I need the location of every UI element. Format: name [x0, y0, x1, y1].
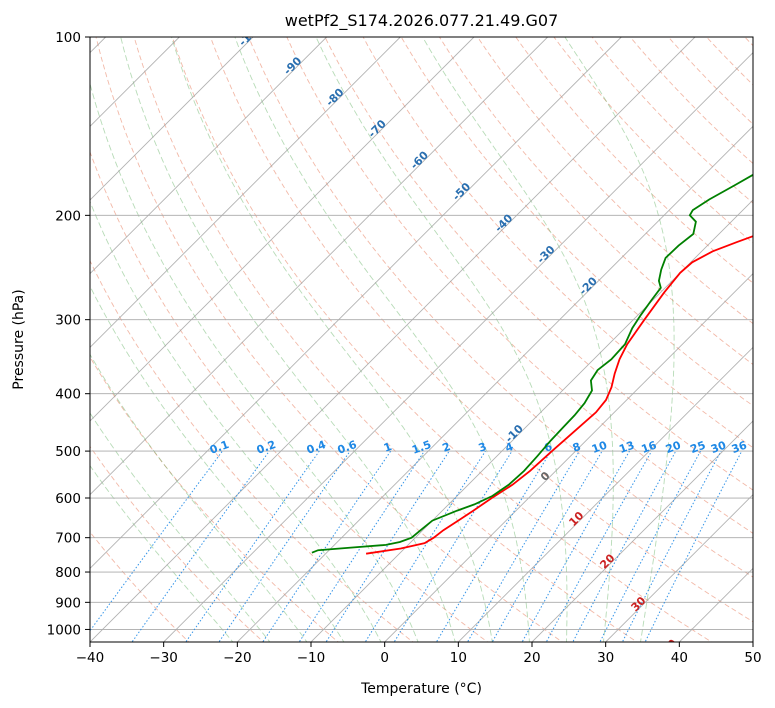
- dry-adiabat: [286, 37, 753, 534]
- mixing-ratio-label: 1.5: [410, 438, 433, 457]
- isotherm: [605, 494, 753, 642]
- mixing-ratio-label: 0.1: [208, 438, 231, 457]
- x-tick-label: 10: [450, 650, 467, 666]
- dewpoint-line: [311, 173, 753, 554]
- y-tick-label: 800: [55, 565, 81, 581]
- dry-adiabat: [324, 37, 753, 491]
- mixing-ratio-line: [466, 450, 580, 642]
- mixing-ratio-label: 3: [477, 440, 489, 455]
- isotherm: [531, 420, 753, 642]
- mixing-ratio-label: 0.2: [255, 438, 278, 457]
- mixing-ratio-line: [644, 450, 743, 642]
- x-tick-label: −40: [76, 650, 105, 666]
- isotherm: [90, 37, 548, 496]
- y-tick-label: 700: [55, 531, 81, 547]
- mixing-ratio-line: [185, 450, 320, 642]
- dry-adiabat: [248, 37, 753, 578]
- plot-frame: [89, 36, 754, 643]
- x-tick-label: 40: [671, 650, 688, 666]
- isotherm: [90, 37, 475, 422]
- mixing-ratio-line: [621, 450, 722, 642]
- temperature-line: [365, 235, 753, 555]
- mixing-ratio-label: 0.6: [336, 438, 359, 457]
- x-axis: −40 −30 −20 −10 0 10 20 30 40 50: [76, 642, 762, 666]
- mixing-ratio-line: [131, 450, 270, 642]
- mixing-ratio-line: [262, 450, 392, 642]
- mixing-ratio-line: [90, 450, 223, 632]
- x-tick-label: 30: [597, 650, 614, 666]
- x-tick-label: 50: [744, 650, 761, 666]
- y-tick-label: 100: [55, 30, 81, 46]
- mixing-ratio-line: [393, 450, 513, 642]
- isotherm: [310, 199, 753, 642]
- mixing-ratio-label: 1: [382, 440, 394, 455]
- isotherm: [237, 125, 753, 642]
- y-tick-label: 1000: [47, 622, 81, 638]
- mixing-ratio-line: [364, 450, 486, 642]
- y-axis-label: Pressure (hPa): [11, 289, 27, 389]
- mixing-ratio-line: [218, 450, 351, 642]
- mixing-ratio-line: [491, 450, 603, 642]
- isotherm: [90, 37, 327, 275]
- mixing-ratio-label: 30: [709, 439, 728, 457]
- x-axis-label: Temperature (°C): [360, 681, 482, 697]
- dry-adiabat: [629, 37, 753, 165]
- mixing-ratio-label: 6: [542, 440, 554, 455]
- moist-adiabat: [120, 37, 456, 642]
- x-tick-label: 20: [523, 650, 540, 666]
- moist-adiabat: [90, 353, 308, 642]
- isotherm: [384, 273, 753, 642]
- mixing-ratio-label: 2: [441, 440, 453, 455]
- isotherm: [163, 52, 753, 642]
- y-axis: 100 200 300 400 500 600 700 800 900 1000: [47, 30, 90, 638]
- mixing-ratio-line: [572, 450, 677, 642]
- dry-adiabat: [90, 259, 414, 642]
- dry-adiabat: [553, 37, 753, 244]
- chart-title: wetPf2_S174.2026.077.21.49.G07: [285, 11, 559, 31]
- isotherm-label: 40: [660, 636, 680, 656]
- dry-adiabat: [477, 37, 753, 325]
- mixing-ratio-label: 4: [503, 440, 515, 455]
- isotherm: [90, 37, 401, 348]
- plot-area: 0.10.20.40.611.52346810131620253036-100-…: [90, 20, 753, 656]
- mixing-ratio-line: [298, 450, 425, 642]
- mixing-ratio-label: 8: [571, 440, 583, 455]
- mixing-ratio-line: [599, 450, 701, 642]
- dry-adiabat: [90, 531, 190, 642]
- mixing-ratio-label: 25: [689, 439, 708, 456]
- x-tick-label: −20: [223, 650, 252, 666]
- y-tick-label: 400: [55, 387, 81, 403]
- dry-adiabat: [210, 37, 753, 623]
- mixing-ratio-label: 36: [730, 439, 749, 457]
- mixing-ratio-label: 16: [640, 439, 659, 457]
- dry-adiabat: [90, 445, 265, 642]
- y-tick-label: 300: [55, 313, 81, 329]
- mixing-ratio-line: [435, 450, 552, 642]
- isotherm-label: -100: [236, 20, 265, 49]
- y-tick-label: 200: [55, 208, 81, 224]
- isotherm: [458, 346, 753, 642]
- mixing-ratio-label: 10: [590, 439, 609, 457]
- dry-adiabat: [95, 37, 564, 642]
- dry-adiabat: [438, 37, 753, 365]
- x-tick-label: 0: [380, 650, 389, 666]
- mixing-ratio-label: 20: [664, 439, 683, 457]
- mixing-ratio-label: 0.4: [305, 438, 328, 457]
- y-tick-label: 600: [55, 491, 81, 507]
- x-tick-label: −10: [297, 650, 326, 666]
- x-tick-label: −30: [149, 650, 178, 666]
- y-tick-label: 500: [55, 444, 81, 460]
- mixing-ratio-label: 13: [617, 439, 636, 456]
- mixing-ratio-line: [325, 450, 450, 642]
- moist-adiabat: [171, 37, 493, 642]
- isotherm: [90, 37, 696, 642]
- isotherm: [90, 37, 254, 201]
- isotherm: [90, 37, 622, 569]
- dry-adiabat: [171, 37, 713, 642]
- moist-adiabat: [422, 37, 614, 642]
- y-tick-label: 900: [55, 595, 81, 611]
- moist-adiabat: [315, 37, 568, 642]
